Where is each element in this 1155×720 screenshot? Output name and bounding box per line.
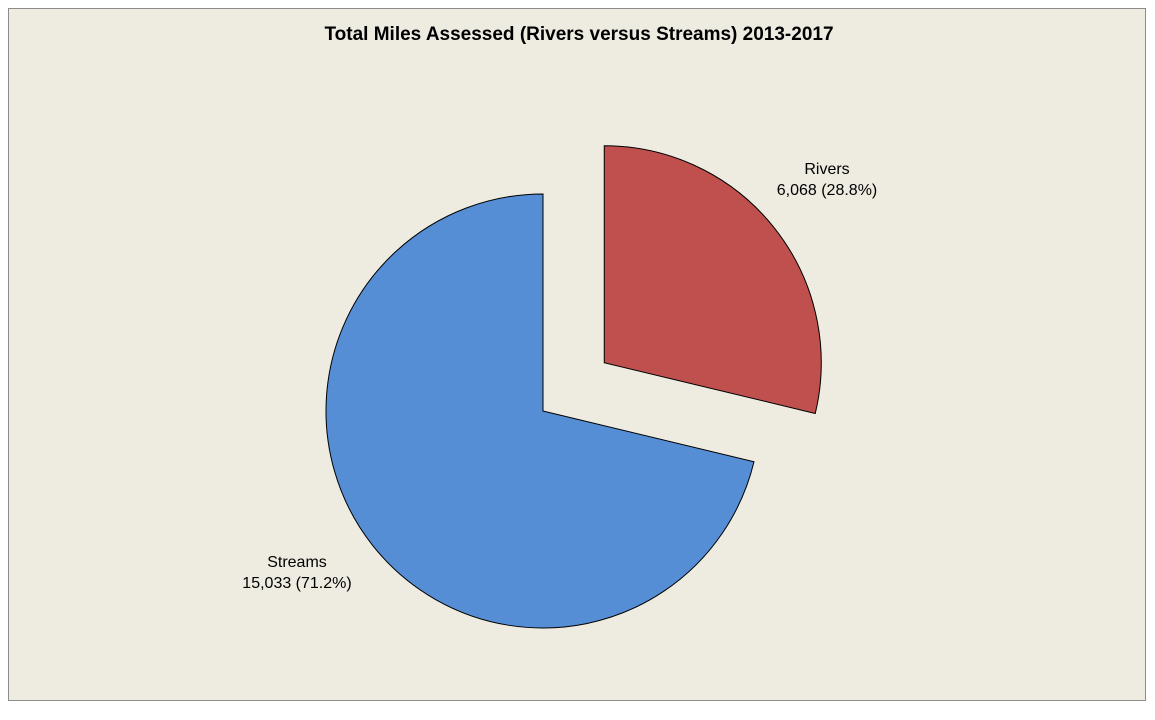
slice-value-streams: 15,033 (71.2%) <box>242 575 351 592</box>
slice-labels: Rivers 6,068 (28.8%) Streams 15,033 (71.2%) <box>242 161 877 592</box>
pie-slice-streams <box>325 193 755 629</box>
pie-slices <box>325 145 822 629</box>
slice-value-rivers: 6,068 (28.8%) <box>777 182 878 199</box>
pie-chart: Total Miles Assessed (Rivers versus Stre… <box>242 24 877 629</box>
pie-slice-rivers <box>603 145 822 415</box>
slice-name-rivers: Rivers <box>804 161 849 178</box>
chart-area: Total Miles Assessed (Rivers versus Stre… <box>8 8 1146 701</box>
slice-name-streams: Streams <box>267 554 327 571</box>
chart-title: Total Miles Assessed (Rivers versus Stre… <box>324 24 833 45</box>
